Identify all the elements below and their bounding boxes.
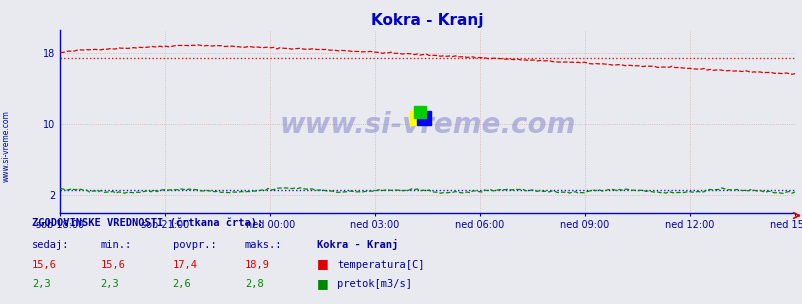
Text: Kokra - Kranj: Kokra - Kranj <box>317 239 398 250</box>
Text: 2,3: 2,3 <box>100 279 119 289</box>
Text: sedaj:: sedaj: <box>32 240 70 250</box>
Text: povpr.:: povpr.: <box>172 240 216 250</box>
Text: 15,6: 15,6 <box>100 260 125 270</box>
Text: temperatura[C]: temperatura[C] <box>337 260 424 270</box>
Title: Kokra - Kranj: Kokra - Kranj <box>371 13 484 28</box>
Text: pretok[m3/s]: pretok[m3/s] <box>337 279 411 289</box>
Text: 18,9: 18,9 <box>245 260 269 270</box>
Text: 17,4: 17,4 <box>172 260 197 270</box>
Text: ■: ■ <box>317 277 329 290</box>
Text: www.si-vreme.com: www.si-vreme.com <box>2 110 11 182</box>
Text: min.:: min.: <box>100 240 132 250</box>
Text: 2,3: 2,3 <box>32 279 51 289</box>
Text: maks.:: maks.: <box>245 240 282 250</box>
Text: 2,8: 2,8 <box>245 279 263 289</box>
Text: ■: ■ <box>317 257 329 271</box>
Text: www.si-vreme.com: www.si-vreme.com <box>279 111 575 139</box>
Text: ZGODOVINSKE VREDNOSTI (črtkana črta):: ZGODOVINSKE VREDNOSTI (črtkana črta): <box>32 218 263 229</box>
Text: 15,6: 15,6 <box>32 260 57 270</box>
Text: 2,6: 2,6 <box>172 279 191 289</box>
